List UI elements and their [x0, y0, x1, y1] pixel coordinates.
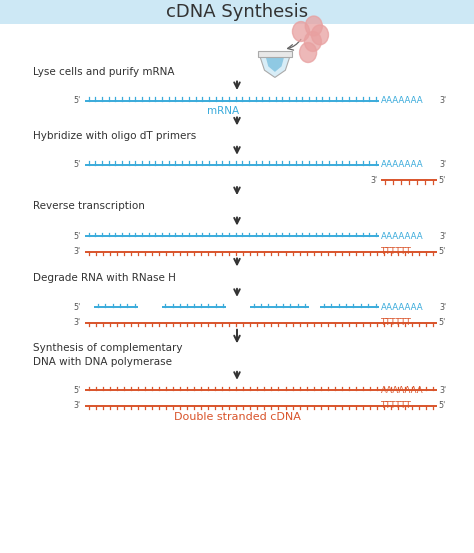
Circle shape [292, 22, 310, 41]
Text: TTTTTT: TTTTTT [381, 247, 412, 256]
Text: 3': 3' [73, 401, 81, 410]
Text: AAAAAAA: AAAAAAA [381, 303, 424, 312]
Polygon shape [260, 56, 290, 77]
Polygon shape [265, 56, 284, 72]
Text: Reverse transcription: Reverse transcription [33, 201, 145, 211]
Text: 5': 5' [73, 303, 81, 312]
Text: 3': 3' [73, 319, 81, 327]
Text: Double stranded cDNA: Double stranded cDNA [173, 412, 301, 422]
Text: AAAAAAA: AAAAAAA [381, 96, 424, 105]
Circle shape [305, 16, 322, 36]
Text: 5': 5' [73, 386, 81, 395]
Text: 5': 5' [438, 319, 446, 327]
Circle shape [304, 32, 321, 51]
Text: 3': 3' [440, 96, 447, 105]
Text: 3': 3' [440, 386, 447, 395]
Text: 3': 3' [440, 160, 447, 169]
Text: 3': 3' [440, 232, 447, 241]
Text: 5': 5' [438, 401, 446, 410]
Text: Degrade RNA with RNase H: Degrade RNA with RNase H [33, 273, 176, 283]
Text: TTTTTT: TTTTTT [381, 319, 412, 327]
Text: 3': 3' [73, 247, 81, 256]
Text: 5': 5' [438, 247, 446, 256]
Text: 5': 5' [438, 176, 446, 185]
Text: cDNA Synthesis: cDNA Synthesis [166, 3, 308, 21]
Text: TTTTTT: TTTTTT [381, 401, 412, 410]
Text: AAAAAAA: AAAAAAA [381, 386, 424, 395]
Circle shape [300, 43, 317, 62]
Text: mRNA: mRNA [207, 106, 239, 116]
Text: AAAAAAA: AAAAAAA [381, 232, 424, 241]
Text: AAAAAAA: AAAAAAA [381, 160, 424, 169]
Circle shape [311, 25, 328, 45]
Text: 5': 5' [73, 160, 81, 169]
Text: Synthesis of complementary
DNA with DNA polymerase: Synthesis of complementary DNA with DNA … [33, 343, 182, 367]
Text: Hybridize with oligo dT primers: Hybridize with oligo dT primers [33, 131, 196, 141]
Bar [0, 0, 474, 24]
Text: 3': 3' [370, 176, 377, 185]
Text: 3': 3' [440, 303, 447, 312]
Text: 5': 5' [73, 232, 81, 241]
Bar [258, 51, 292, 57]
Text: 5': 5' [73, 96, 81, 105]
Text: Lyse cells and purify mRNA: Lyse cells and purify mRNA [33, 67, 175, 77]
